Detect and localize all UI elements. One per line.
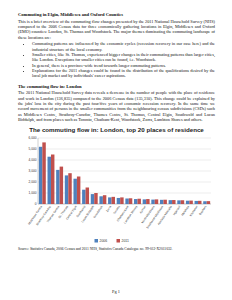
bar — [163, 199, 166, 203]
legend-label: 2006 — [100, 239, 108, 243]
y-tick-label: 0 — [35, 202, 37, 206]
y-tick-label: 3,000 — [29, 169, 37, 173]
bar — [169, 200, 172, 204]
bar — [73, 178, 76, 203]
document-body: Commuting in Elgin, Middlesex and Oxford… — [18, 12, 215, 251]
y-tick-label: 2,000 — [29, 180, 37, 184]
grid-line — [38, 192, 211, 193]
bar — [125, 198, 128, 204]
bar — [172, 200, 175, 204]
x-axis — [38, 203, 211, 204]
x-tick-label: Zorra — [105, 204, 112, 212]
y-tick-label: 6,000 — [29, 136, 37, 140]
bar — [129, 198, 132, 204]
bar — [146, 199, 149, 204]
bar — [77, 176, 80, 204]
legend-swatch — [95, 239, 99, 243]
bar — [143, 199, 146, 204]
bar — [56, 170, 59, 204]
bar — [86, 187, 89, 204]
bullet-list: Commuting patterns are influenced by the… — [18, 41, 215, 78]
grid-line — [38, 170, 211, 171]
legend-label: 2011 — [122, 239, 129, 243]
bar — [103, 195, 106, 204]
x-tick-label: Kitchener — [189, 204, 199, 216]
bar — [155, 199, 158, 204]
x-tick-label: Central Elgin — [65, 204, 78, 220]
bar — [99, 196, 102, 204]
grid-line — [38, 203, 211, 204]
bullet: Explanations for the 2011 changes could … — [32, 68, 215, 79]
bar — [186, 200, 189, 203]
bullet: Commuting patterns are influenced by the… — [32, 41, 215, 52]
bar — [65, 175, 68, 204]
paragraph: This is a brief overview of the commutin… — [18, 19, 215, 40]
chart: The commuting flow in: London, top 20 pl… — [18, 124, 215, 246]
y-axis — [38, 138, 39, 204]
section-heading: The commuting flow in: London — [18, 84, 215, 89]
grid-line — [38, 181, 211, 182]
bar — [82, 189, 85, 203]
bar — [112, 196, 115, 203]
page-number: Pg 1 — [0, 289, 232, 294]
paragraph: The 2011 National Household Survey data … — [18, 90, 215, 122]
x-tick-label: Bayham — [198, 204, 208, 215]
bars — [39, 142, 210, 204]
grid-line — [38, 137, 211, 138]
bar — [207, 201, 210, 204]
bar — [203, 201, 206, 204]
bar — [160, 199, 163, 203]
bar — [60, 166, 63, 203]
bar — [134, 199, 137, 204]
y-tick-label: 1,000 — [29, 191, 37, 195]
bar — [177, 200, 180, 204]
y-tick-label: 4,000 — [29, 158, 37, 162]
bullet: Smaller cities, like St. Thomas, experie… — [32, 52, 215, 63]
bar — [181, 200, 184, 204]
bar — [117, 198, 120, 204]
bar — [108, 197, 111, 204]
y-tick-label: 5,000 — [29, 147, 37, 151]
bar — [137, 198, 140, 203]
chart-title: The commuting flow in: London, top 20 pl… — [29, 126, 204, 133]
x-tick-label: Woodstock — [92, 204, 104, 218]
bar — [39, 146, 42, 203]
heading: Commuting in Elgin, Middlesex and Oxford… — [18, 12, 215, 17]
legend-swatch — [117, 239, 121, 243]
bar — [68, 173, 71, 204]
bar — [195, 201, 198, 204]
x-tick-label: Adelaide Metcalfe — [156, 204, 173, 225]
bar — [42, 142, 45, 204]
bar — [48, 156, 51, 203]
bar — [94, 193, 97, 204]
bar — [51, 154, 54, 204]
bar — [151, 199, 154, 203]
bar — [120, 197, 123, 204]
bullet: In general, there is a province-wide tre… — [32, 63, 215, 68]
bar — [198, 200, 201, 203]
source-note: Source: Statistics Canada, 2006 Census a… — [18, 247, 215, 251]
bar — [189, 200, 192, 203]
x-tick-label: Lambton Shores — [123, 204, 139, 224]
grid-line — [38, 148, 211, 149]
grid-line — [38, 159, 211, 160]
bar — [91, 194, 94, 204]
